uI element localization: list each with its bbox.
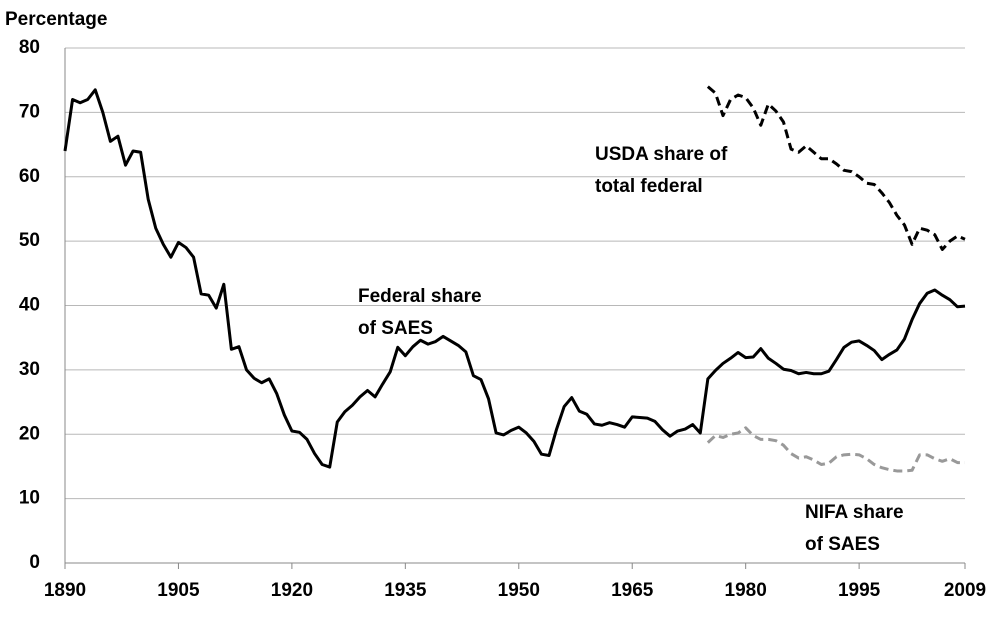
annotation: NIFA share [805,502,904,523]
x-tick-label: 1950 [498,580,540,601]
y-tick-label: 20 [19,423,40,444]
annotation: USDA share of [595,144,728,165]
annotation: of SAES [358,318,433,339]
x-tick-label: 1890 [44,580,86,601]
annotation: of SAES [805,534,880,555]
y-tick-label: 70 [19,101,40,122]
y-tick-label: 40 [19,295,40,316]
x-tick-label: 1905 [157,580,200,601]
y-tick-label: 60 [19,166,40,187]
annotation: Federal share [358,286,482,307]
x-tick-label: 1995 [838,580,881,601]
x-tick-label: 2009 [944,580,986,601]
x-tick-label: 1965 [611,580,654,601]
y-axis-label: Percentage [5,9,107,30]
x-tick-label: 1920 [271,580,313,601]
series-line [706,85,966,251]
x-tick-label: 1980 [725,580,767,601]
y-tick-label: 80 [19,37,40,58]
series-line [63,88,966,469]
y-tick-label: 30 [19,359,40,380]
x-tick-label: 1935 [384,580,427,601]
y-tick-label: 0 [29,552,40,573]
annotation: total federal [595,176,703,197]
y-tick-label: 10 [19,488,40,509]
series-line [706,426,965,473]
y-tick-label: 50 [19,230,40,251]
